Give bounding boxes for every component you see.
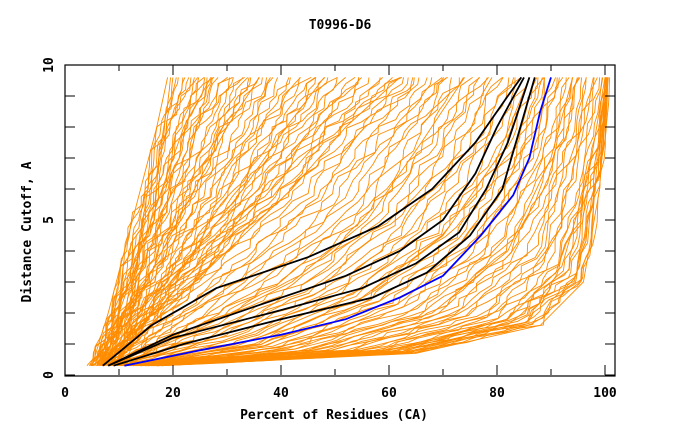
model-curve (92, 76, 233, 367)
model-curve (91, 77, 186, 366)
model-curve (93, 77, 184, 366)
model-curve (96, 77, 212, 366)
model-curve (132, 77, 558, 367)
model-curve (102, 77, 245, 366)
model-curve (95, 77, 205, 366)
model-curve (101, 77, 228, 366)
x-tick-labels: 0 20 40 60 80 100 (61, 386, 617, 401)
model-curve (123, 77, 473, 367)
model-curve (98, 77, 231, 367)
model-curve (102, 77, 268, 366)
model-curve (111, 77, 370, 366)
plot-area (86, 76, 610, 367)
model-curve (106, 77, 291, 366)
model-curve (122, 77, 515, 367)
x-tick-label: 0 (61, 386, 69, 401)
series-highlighted-1 (102, 76, 523, 367)
model-curve (108, 77, 279, 366)
model-curve (110, 77, 409, 367)
series-highlighted-4 (113, 77, 536, 367)
model-curve (151, 77, 606, 367)
model-curve (103, 77, 274, 367)
x-tick-label: 40 (273, 386, 289, 401)
model-curve (110, 76, 312, 366)
model-curve (114, 77, 448, 367)
model-curve (91, 77, 169, 366)
model-curve (135, 77, 567, 367)
model-curve (108, 77, 362, 367)
model-curve (123, 77, 481, 367)
model-curve (94, 77, 213, 366)
chart-title: T0996-D6 (309, 18, 372, 33)
model-curve (114, 77, 359, 366)
series-highlighted-3 (107, 77, 531, 367)
y-tick-label: 0 (42, 371, 57, 379)
model-curve (100, 77, 192, 366)
model-curve (86, 77, 179, 367)
model-curve (117, 77, 493, 367)
y-tick-label: 5 (42, 216, 57, 224)
x-tick-label: 20 (165, 386, 181, 401)
model-curve (96, 77, 249, 367)
model-curve (119, 77, 480, 367)
model-curve (107, 77, 415, 367)
x-tick-label: 80 (489, 386, 505, 401)
model-curve (108, 77, 360, 367)
model-curve (162, 77, 606, 367)
model-curve (123, 77, 516, 367)
y-tick-labels: 0 5 10 (42, 57, 57, 379)
model-curve (125, 77, 488, 367)
y-axis-label: Distance Cutoff, A (20, 161, 35, 302)
x-tick-label: 100 (593, 386, 617, 401)
model-curve (104, 76, 403, 367)
x-tick-label: 60 (381, 386, 397, 401)
series-reference (124, 77, 552, 367)
axis-ticks (64, 64, 615, 376)
model-curve (129, 77, 530, 367)
model-curve (102, 77, 260, 366)
model-curve (102, 77, 244, 366)
x-axis-label: Percent of Residues (CA) (240, 408, 428, 423)
model-curve (139, 77, 580, 367)
model-curve (107, 77, 401, 367)
model-curve (127, 77, 530, 367)
model-curve (132, 77, 570, 367)
model-curve (113, 77, 428, 367)
model-curve (128, 77, 504, 367)
model-curve (140, 77, 574, 367)
series-highlighted-2 (107, 76, 525, 367)
y-tick-label: 10 (42, 57, 57, 73)
model-curve (113, 77, 414, 366)
model-curve (145, 77, 598, 367)
model-curve (107, 77, 325, 366)
model-curve (113, 77, 420, 367)
